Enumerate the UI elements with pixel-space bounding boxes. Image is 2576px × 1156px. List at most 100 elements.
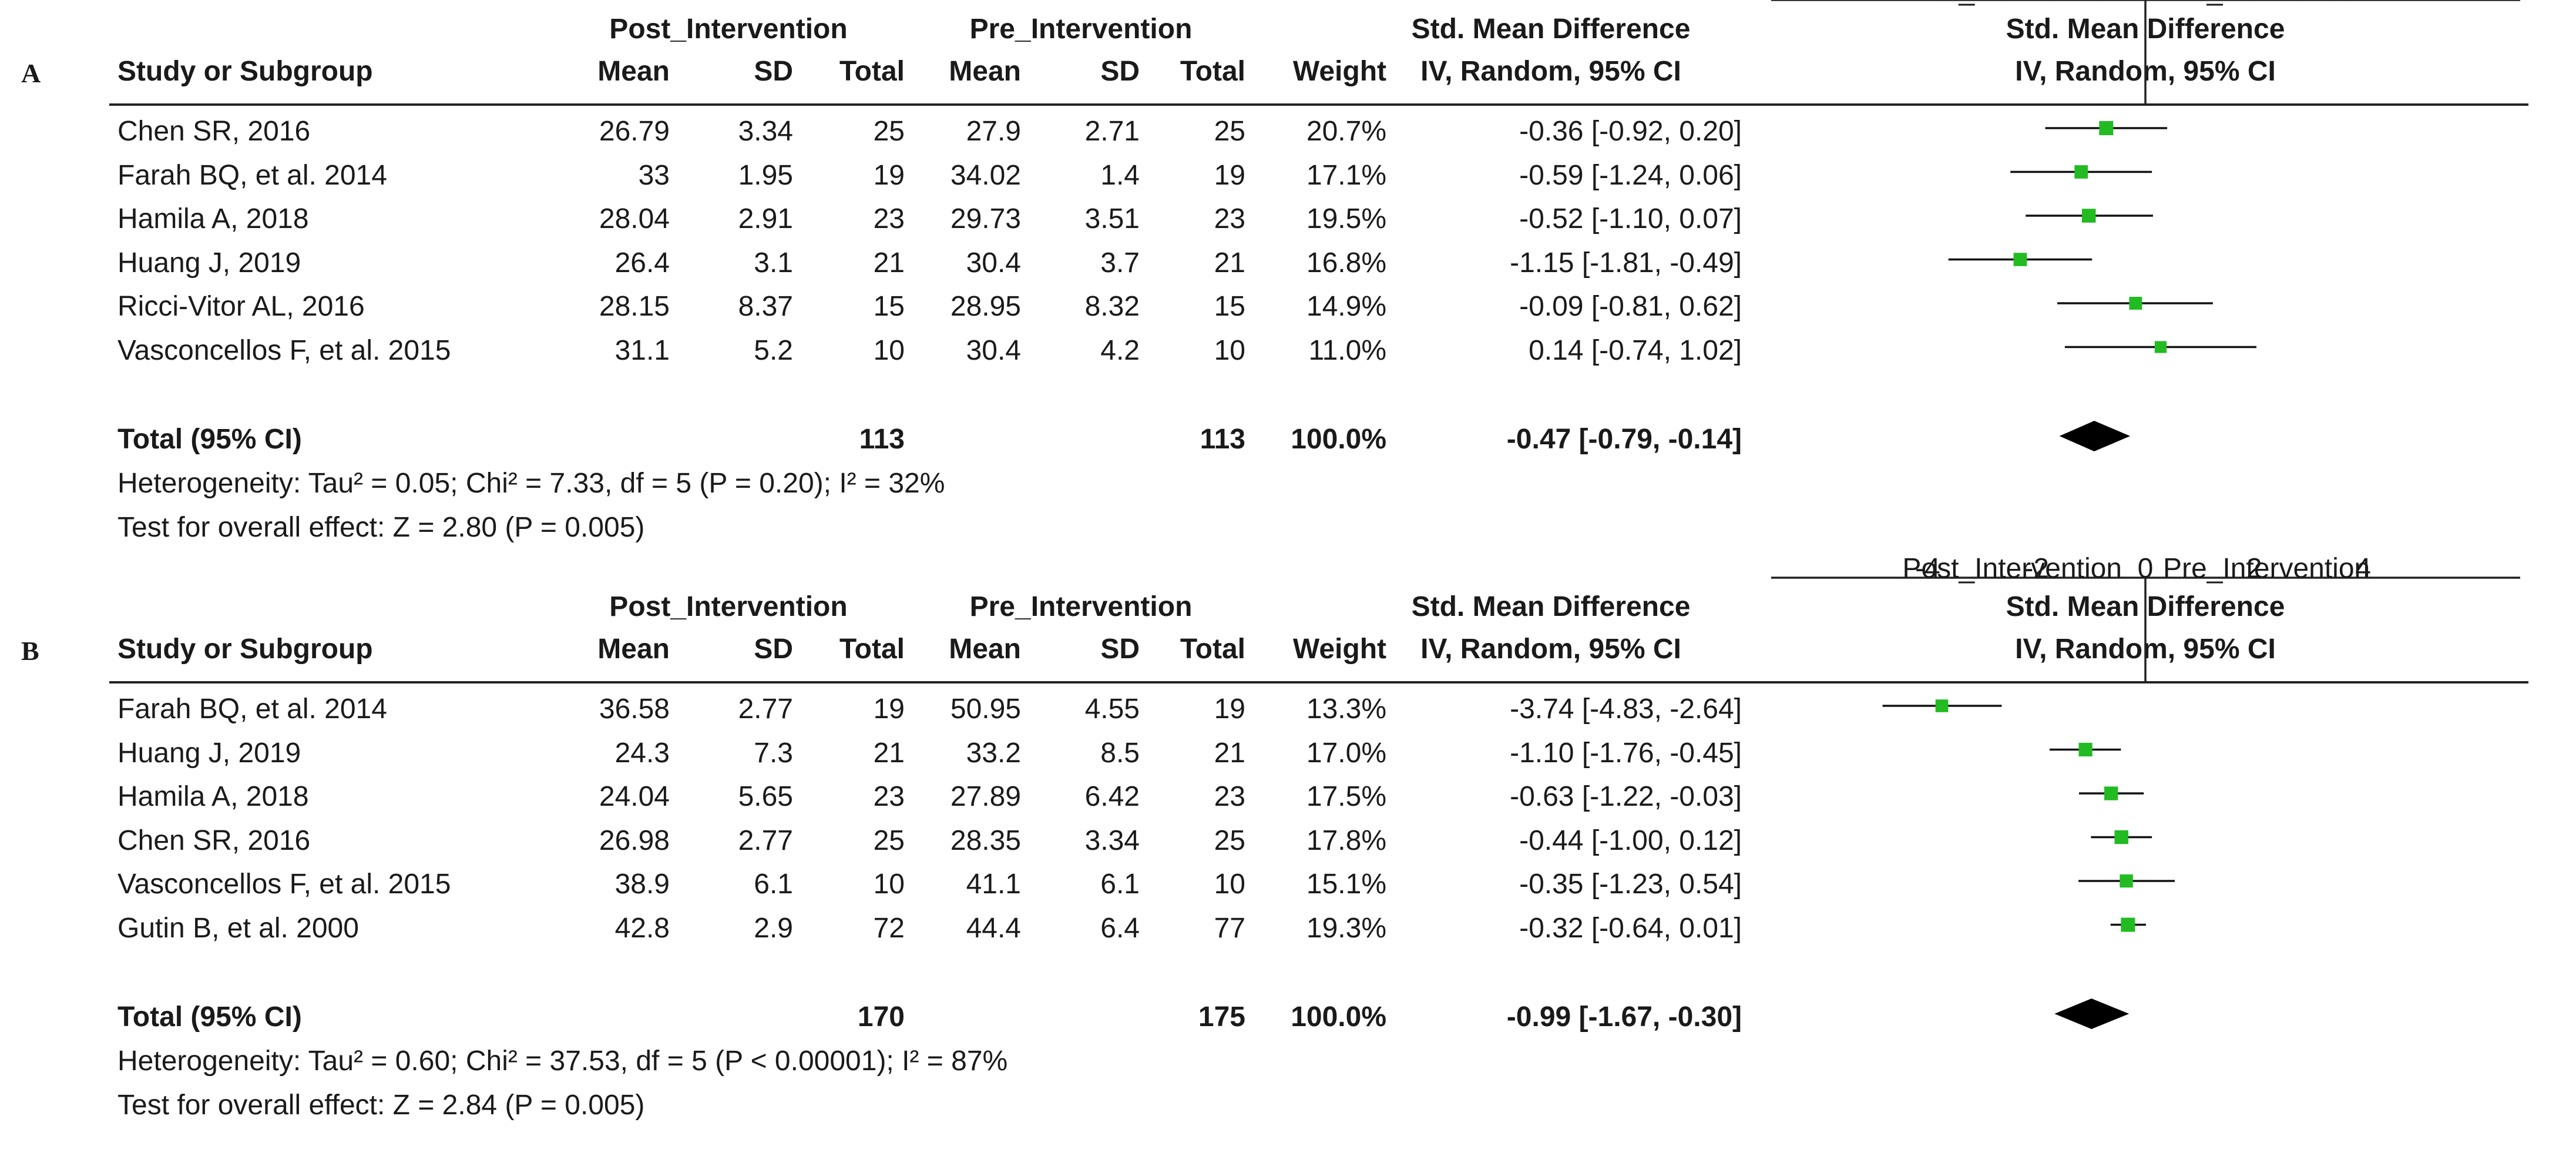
study-effect-marker — [2129, 297, 2142, 310]
pre-total-value: 25 — [1214, 825, 1245, 856]
effect-ci-value: -0.35 [-1.23, 0.54] — [1519, 869, 1742, 900]
pre-sd-value: 1.4 — [1100, 159, 1140, 191]
panel-letter: B — [21, 636, 39, 666]
weight-value: 13.3% — [1306, 693, 1386, 725]
post-sd-value: 5.65 — [738, 781, 793, 812]
post-total-value: 23 — [873, 781, 905, 812]
weight-value: 20.7% — [1306, 116, 1386, 147]
weight-value: 16.8% — [1306, 247, 1386, 279]
effect-ci-value: -0.44 [-1.00, 0.12] — [1519, 825, 1742, 856]
axis-label-left: Post_Intervention — [1902, 553, 2122, 584]
study-name: Vasconcellos F, et al. 2015 — [117, 334, 451, 366]
study-name: Ricci-Vitor AL, 2016 — [117, 291, 365, 322]
x-tick-label: 2 — [2355, 0, 2371, 6]
pre-mean-value: 30.4 — [966, 247, 1021, 279]
axis-label-right: Pre_Intervention — [2163, 553, 2370, 584]
heterogeneity-text: Heterogeneity: Tau² = 0.05; Chi² = 7.33,… — [117, 468, 945, 499]
pre-total-value: 25 — [1214, 116, 1245, 147]
total-label: Total (95% CI) — [117, 424, 302, 455]
x-tick-label: 4 — [2355, 553, 2371, 584]
header-rule — [109, 103, 2528, 106]
study-effect-marker — [1935, 699, 1949, 712]
study-effect-marker — [2074, 165, 2088, 179]
post-sd-value: 6.1 — [754, 869, 793, 900]
effect-ci-value: -0.32 [-0.64, 0.01] — [1519, 912, 1742, 944]
pre-sd-value: 6.4 — [1100, 912, 1140, 944]
study-effect-marker — [2114, 830, 2128, 845]
weight-value: 14.9% — [1306, 291, 1386, 322]
overall-effect-text: Test for overall effect: Z = 2.80 (P = 0… — [117, 512, 645, 543]
post-mean-value: 33 — [638, 159, 670, 191]
forest-plot: -4 -2 0 2 4 Post_Intervention Pre_Intervention — [1771, 553, 2520, 1029]
study-effect-marker — [2120, 874, 2133, 888]
pre-mean-value: 30.4 — [966, 334, 1021, 366]
pre-mean-value: 50.95 — [950, 693, 1021, 725]
post-total-value: 72 — [873, 912, 905, 944]
forest-panel-a: A Post_Intervention Pre_Intervention Std. M… — [21, 0, 2528, 543]
header-post-group: Post_Intervention — [609, 591, 848, 622]
pre-sd-value: 3.51 — [1084, 203, 1140, 234]
study-effect-marker — [2154, 341, 2167, 353]
effect-ci-value: -1.15 [-1.81, -0.49] — [1510, 247, 1742, 279]
header-effect-title: Std. Mean Difference — [1411, 14, 1691, 45]
pre-sd-value: 6.42 — [1084, 781, 1140, 812]
post-total-value: 21 — [873, 737, 905, 769]
study-name: Chen SR, 2016 — [117, 825, 311, 856]
total-weight: 100.0% — [1291, 1001, 1386, 1033]
post-total-value: 10 — [873, 869, 905, 900]
pre-total-value: 15 — [1214, 291, 1245, 322]
total-effect-ci: -0.47 [-0.79, -0.14] — [1506, 424, 1742, 455]
effect-ci-value: -0.63 [-1.22, -0.03] — [1510, 781, 1742, 812]
header-pre-mean: Mean — [949, 56, 1021, 87]
header-pre-mean: Mean — [949, 634, 1021, 665]
header-post-total: Total — [839, 634, 905, 665]
header-post-sd: SD — [754, 56, 793, 87]
post-mean-value: 26.4 — [614, 247, 670, 279]
x-tick-label: 1 — [2246, 0, 2262, 6]
pre-total-value: 21 — [1214, 247, 1245, 279]
pre-mean-value: 41.1 — [966, 869, 1021, 900]
header-post-sd: SD — [754, 634, 793, 665]
pre-total-value: 19 — [1214, 693, 1245, 725]
pre-sd-value: 3.34 — [1084, 825, 1140, 856]
study-name: Chen SR, 2016 — [117, 116, 311, 147]
study-name: Vasconcellos F, et al. 2015 — [117, 869, 451, 900]
post-total-value: 15 — [873, 291, 905, 322]
total-post-count: 170 — [857, 1001, 905, 1033]
x-tick-label: -2 — [1915, 0, 1940, 6]
pre-mean-value: 28.95 — [950, 291, 1021, 322]
post-total-value: 23 — [873, 203, 905, 234]
header-rule — [109, 681, 2528, 683]
study-name: Hamila A, 2018 — [117, 203, 309, 234]
post-sd-value: 2.9 — [754, 912, 793, 944]
post-sd-value: 7.3 — [754, 737, 793, 769]
post-total-value: 21 — [873, 247, 905, 279]
weight-value: 17.0% — [1306, 737, 1386, 769]
header-post-total: Total — [839, 56, 905, 87]
pre-sd-value: 6.1 — [1100, 869, 1140, 900]
header-post-mean: Mean — [597, 56, 670, 87]
study-name: Huang J, 2019 — [117, 247, 301, 279]
header-weight: Weight — [1292, 56, 1386, 87]
forest-panel-b: B Post_Intervention Pre_Intervention Std. M… — [0, 553, 2576, 1155]
forest-plot: -2 -1 0 1 2 Post_Intervention Pre_Intervention — [1771, 0, 2520, 451]
pre-total-value: 10 — [1214, 869, 1245, 900]
effect-ci-value: -0.59 [-1.24, 0.06] — [1519, 159, 1742, 191]
pre-sd-value: 4.55 — [1084, 693, 1140, 725]
post-total-value: 25 — [873, 825, 905, 856]
x-tick-label: 0 — [2138, 0, 2154, 6]
post-sd-value: 2.91 — [738, 203, 793, 234]
weight-value: 17.8% — [1306, 825, 1386, 856]
axis-label-right: Pre_Intervention — [2163, 0, 2370, 6]
total-weight: 100.0% — [1291, 424, 1386, 455]
x-tick-label: -2 — [2024, 553, 2049, 584]
post-sd-value: 5.2 — [754, 334, 793, 366]
pre-sd-value: 2.71 — [1084, 116, 1140, 147]
header-post-group: Post_Intervention — [609, 14, 848, 45]
post-mean-value: 31.1 — [614, 334, 670, 366]
header-pre-group: Pre_Intervention — [969, 14, 1193, 45]
header-pre-group: Pre_Intervention — [969, 591, 1193, 622]
x-tick-label: -4 — [1915, 553, 1940, 584]
total-post-count: 113 — [859, 424, 905, 455]
post-total-value: 25 — [873, 116, 905, 147]
